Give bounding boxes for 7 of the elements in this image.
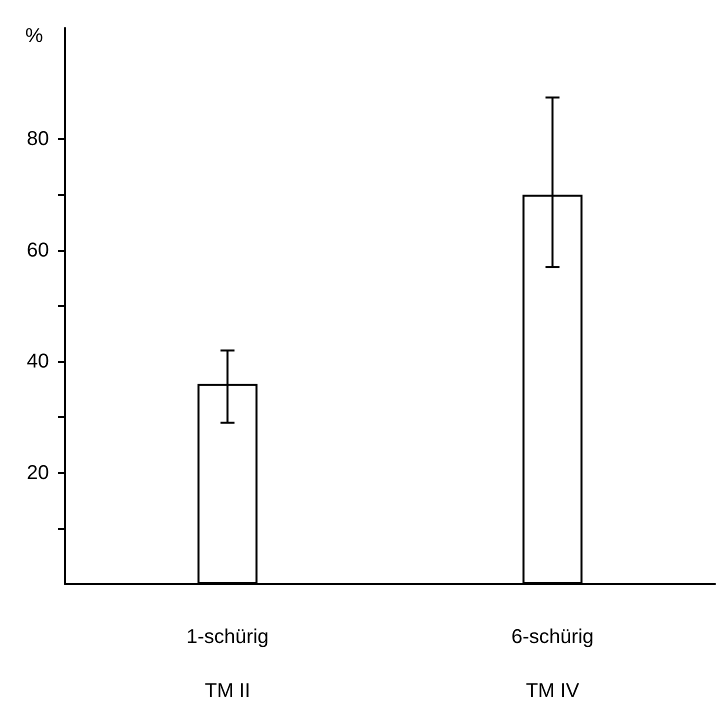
category-label: 1-schürig TM II — [186, 626, 269, 702]
y-axis-title: % — [25, 25, 44, 47]
y-tick-label: 20 — [26, 462, 49, 484]
category-label: 6-schürig TM IV — [511, 626, 594, 702]
y-tick-label: 40 — [26, 350, 49, 373]
y-tick-label: 80 — [26, 128, 49, 150]
y-tick-label: 60 — [26, 239, 49, 262]
